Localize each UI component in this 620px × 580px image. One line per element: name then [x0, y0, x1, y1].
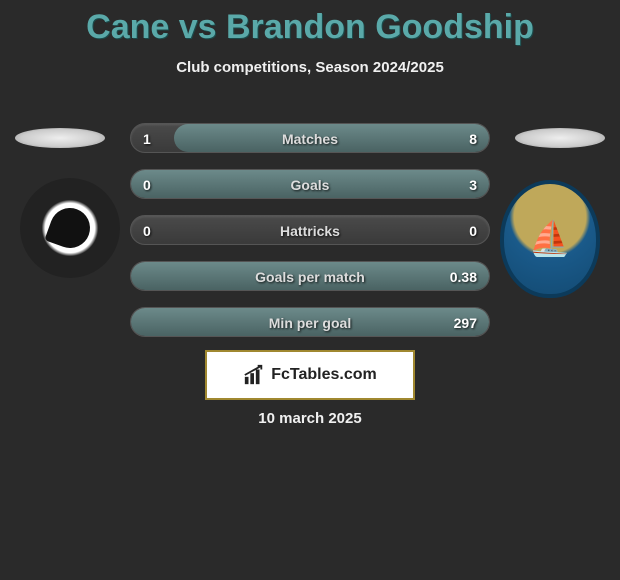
- stat-row-goals: 0 Goals 3: [130, 169, 490, 199]
- stat-right-value: 297: [454, 308, 477, 337]
- stat-label: Goals per match: [131, 262, 489, 291]
- stat-label: Goals: [131, 170, 489, 199]
- stat-right-value: 0: [469, 216, 477, 245]
- stat-right-value: 8: [469, 124, 477, 153]
- stat-label: Min per goal: [131, 308, 489, 337]
- stat-right-value: 0.38: [450, 262, 477, 291]
- stat-label: Hattricks: [131, 216, 489, 245]
- stat-row-matches: 1 Matches 8: [130, 123, 490, 153]
- branding-text: FcTables.com: [271, 366, 377, 384]
- stat-row-hattricks: 0 Hattricks 0: [130, 215, 490, 245]
- stat-row-goals-per-match: Goals per match 0.38: [130, 261, 490, 291]
- stat-label: Matches: [131, 124, 489, 153]
- bars-icon: [243, 364, 265, 386]
- player-photo-left-placeholder: [15, 128, 105, 148]
- stat-right-value: 3: [469, 170, 477, 199]
- page-title: Cane vs Brandon Goodship: [0, 0, 620, 47]
- stat-row-min-per-goal: Min per goal 297: [130, 307, 490, 337]
- stats-container: 1 Matches 8 0 Goals 3 0 Hattricks 0 Goal…: [130, 123, 490, 353]
- club-badge-right: [500, 180, 600, 298]
- branding-box: FcTables.com: [205, 350, 415, 400]
- player-photo-right-placeholder: [515, 128, 605, 148]
- club-badge-left: [20, 178, 120, 278]
- date-text: 10 march 2025: [0, 410, 620, 427]
- subtitle: Club competitions, Season 2024/2025: [0, 59, 620, 76]
